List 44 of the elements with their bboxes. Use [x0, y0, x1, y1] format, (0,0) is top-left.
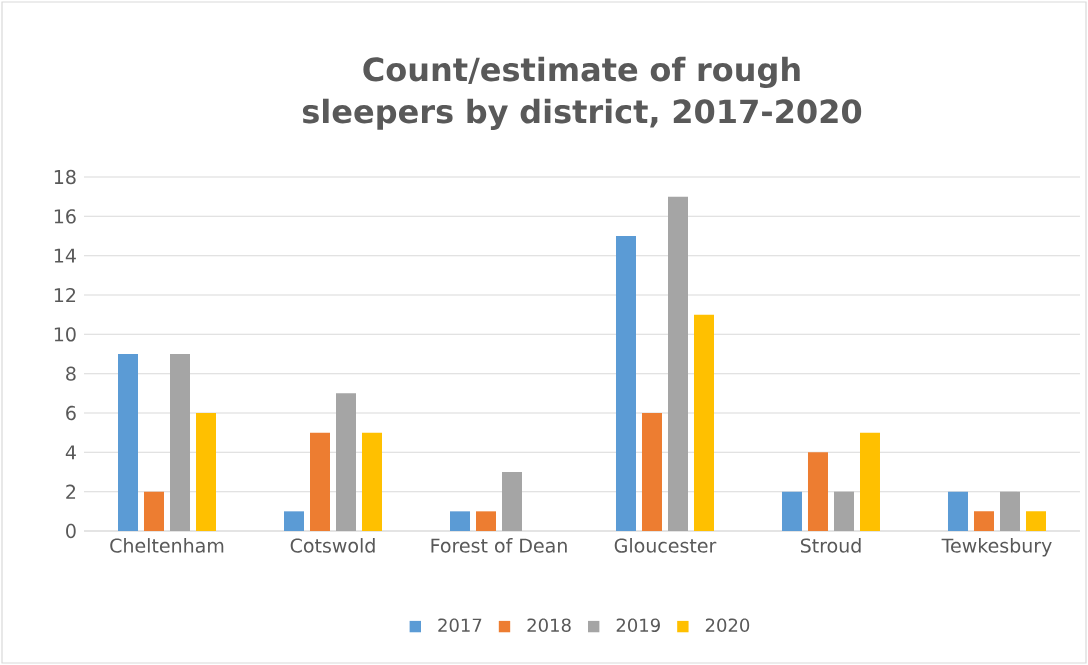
- bar: [833, 491, 854, 531]
- x-tick-label: Stroud: [800, 538, 861, 553]
- bar: [782, 491, 802, 531]
- bar: [362, 432, 382, 531]
- y-tick-label: 0: [66, 523, 76, 539]
- bar: [170, 354, 190, 531]
- bar: [502, 472, 522, 531]
- bar: [196, 413, 216, 531]
- chart-title: Count/estimate of rough sleepers by district, 2017-2020: [302, 56, 862, 130]
- y-tick-label: 14: [54, 248, 76, 263]
- bar: [310, 432, 330, 531]
- bar: [284, 511, 304, 531]
- bar: [118, 354, 138, 531]
- bar: [860, 432, 880, 531]
- y-tick-label: 6: [66, 405, 76, 421]
- legend-label: 2020: [705, 618, 750, 633]
- y-tick-label: 16: [54, 209, 76, 224]
- bar: [144, 491, 164, 531]
- y-tick-label: 10: [54, 327, 76, 342]
- x-tick-label: Gloucester: [614, 538, 717, 553]
- bar: [450, 511, 470, 531]
- legend-label: 2017: [438, 618, 482, 633]
- y-tick-label: 2: [66, 484, 76, 499]
- x-tick-label: Tewkesbury: [941, 538, 1052, 557]
- x-tick-label: Cheltenham: [110, 538, 224, 553]
- x-tick-label: Forest of Dean: [431, 538, 567, 553]
- bar: [1000, 491, 1020, 531]
- y-tick-label: 8: [66, 366, 76, 381]
- bar: [973, 511, 994, 531]
- legend-label: 2018: [527, 618, 571, 633]
- y-tick-label: 12: [54, 287, 76, 303]
- y-tick-label: 4: [65, 445, 76, 460]
- bar: [336, 393, 356, 531]
- x-tick-label: Cotswold: [290, 538, 375, 553]
- y-tick-label: 18: [54, 169, 76, 185]
- bar: [642, 413, 662, 531]
- bar: [668, 196, 688, 531]
- bar: [807, 452, 828, 531]
- bar: [947, 491, 968, 531]
- bar: [476, 511, 496, 531]
- legend-label: 2019: [616, 618, 660, 633]
- bar: [1025, 511, 1046, 531]
- bar: [615, 236, 636, 531]
- bar: [694, 314, 714, 531]
